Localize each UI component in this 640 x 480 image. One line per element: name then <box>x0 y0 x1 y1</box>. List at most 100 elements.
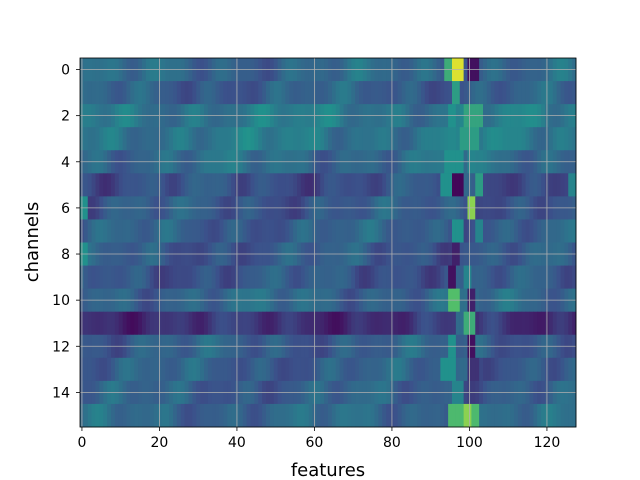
heatmap-cell <box>533 173 538 197</box>
heatmap-cell <box>486 173 492 197</box>
heatmap-cell <box>386 173 391 197</box>
heatmap-cell <box>118 265 124 290</box>
heatmap-cell <box>440 173 445 197</box>
heatmap-cell <box>413 219 418 243</box>
heatmap-cell <box>436 311 441 336</box>
heatmap-cell <box>211 403 217 428</box>
heatmap-cell <box>83 219 89 243</box>
heatmap-cell <box>331 265 337 290</box>
heatmap-cell <box>486 403 492 428</box>
heatmap-cell <box>83 173 89 197</box>
heatmap-cell <box>490 265 496 290</box>
heatmap-cell <box>308 265 313 290</box>
heatmap-cell <box>145 357 151 382</box>
heatmap-cell <box>417 219 422 243</box>
heatmap-cell <box>180 265 186 290</box>
heatmap-cell <box>258 357 263 382</box>
heatmap-cell <box>475 357 480 382</box>
heatmap-cell <box>374 173 379 197</box>
heatmap-cell <box>525 403 530 428</box>
heatmap-cell <box>541 311 546 336</box>
heatmap-cell <box>355 265 360 290</box>
heatmap-cell <box>277 219 282 243</box>
heatmap-cell <box>207 311 213 336</box>
heatmap-cell <box>180 127 186 151</box>
heatmap-cell <box>273 219 279 243</box>
heatmap-cell <box>494 357 499 382</box>
heatmap-cell <box>138 219 143 243</box>
heatmap-cell <box>200 81 205 105</box>
heatmap-cell <box>359 265 364 290</box>
heatmap-cell <box>351 311 356 336</box>
heatmap-cell <box>537 173 542 197</box>
heatmap-cell <box>184 403 189 428</box>
heatmap-cell <box>277 81 282 105</box>
y-tick-label: 2 <box>61 109 70 125</box>
heatmap-cell <box>556 311 561 336</box>
heatmap-cell <box>444 81 449 105</box>
heatmap-cell <box>289 127 294 151</box>
heatmap-cell <box>297 357 302 382</box>
heatmap-cell <box>428 173 434 197</box>
heatmap-cell <box>99 127 104 151</box>
heatmap-cell <box>409 127 414 151</box>
heatmap-cell <box>215 81 220 105</box>
heatmap-cell <box>335 403 341 428</box>
heatmap-cell <box>471 127 476 151</box>
heatmap-cell <box>378 219 383 243</box>
heatmap-cell <box>475 311 480 336</box>
heatmap-cell <box>207 403 213 428</box>
heatmap-cell <box>436 265 441 290</box>
heatmap-cell <box>91 311 96 336</box>
heatmap-cell <box>142 403 147 428</box>
heatmap-cell <box>328 81 333 105</box>
heatmap-cell <box>173 81 178 105</box>
heatmap-cell <box>281 219 286 243</box>
heatmap-cell <box>452 265 457 290</box>
heatmap-cell <box>111 219 116 243</box>
heatmap-cell <box>405 265 410 290</box>
heatmap-cell <box>200 311 205 336</box>
heatmap-cell <box>541 127 546 151</box>
heatmap-cell <box>397 81 403 105</box>
heatmap-cell <box>304 219 310 243</box>
heatmap-cell <box>436 127 441 151</box>
heatmap-cell <box>246 311 251 336</box>
heatmap-cell <box>316 127 321 151</box>
heatmap-cell <box>382 357 387 382</box>
heatmap-cell <box>343 311 348 336</box>
heatmap-cell <box>211 311 217 336</box>
heatmap-cell <box>370 265 375 290</box>
heatmap-cell <box>537 219 542 243</box>
heatmap-cell <box>246 265 251 290</box>
heatmap-cell <box>227 219 232 243</box>
heatmap-cell <box>362 127 368 151</box>
heatmap-cell <box>111 265 116 290</box>
heatmap-cell <box>250 219 255 243</box>
heatmap-cell <box>87 265 93 290</box>
heatmap-cell <box>331 357 337 382</box>
heatmap-cell <box>328 173 333 197</box>
heatmap-cell <box>483 81 488 105</box>
heatmap-cell <box>134 265 139 290</box>
heatmap-cell <box>262 311 267 336</box>
heatmap-cell <box>459 173 465 197</box>
heatmap-cell <box>192 357 197 382</box>
heatmap-cell <box>111 127 116 151</box>
heatmap-cell <box>440 403 445 428</box>
heatmap-cell <box>142 219 147 243</box>
heatmap-cell <box>335 357 341 382</box>
heatmap-cell <box>440 219 445 243</box>
heatmap-cell <box>215 127 220 151</box>
heatmap-cell <box>572 311 577 336</box>
heatmap-cell <box>525 311 530 336</box>
heatmap-cell <box>130 173 135 197</box>
heatmap-cell <box>145 311 151 336</box>
heatmap-cell <box>506 357 511 382</box>
heatmap-cell <box>126 219 131 243</box>
heatmap-cell <box>246 219 251 243</box>
heatmap-cell <box>444 357 449 382</box>
heatmap-cell <box>103 357 108 382</box>
heatmap-cell <box>215 311 220 336</box>
